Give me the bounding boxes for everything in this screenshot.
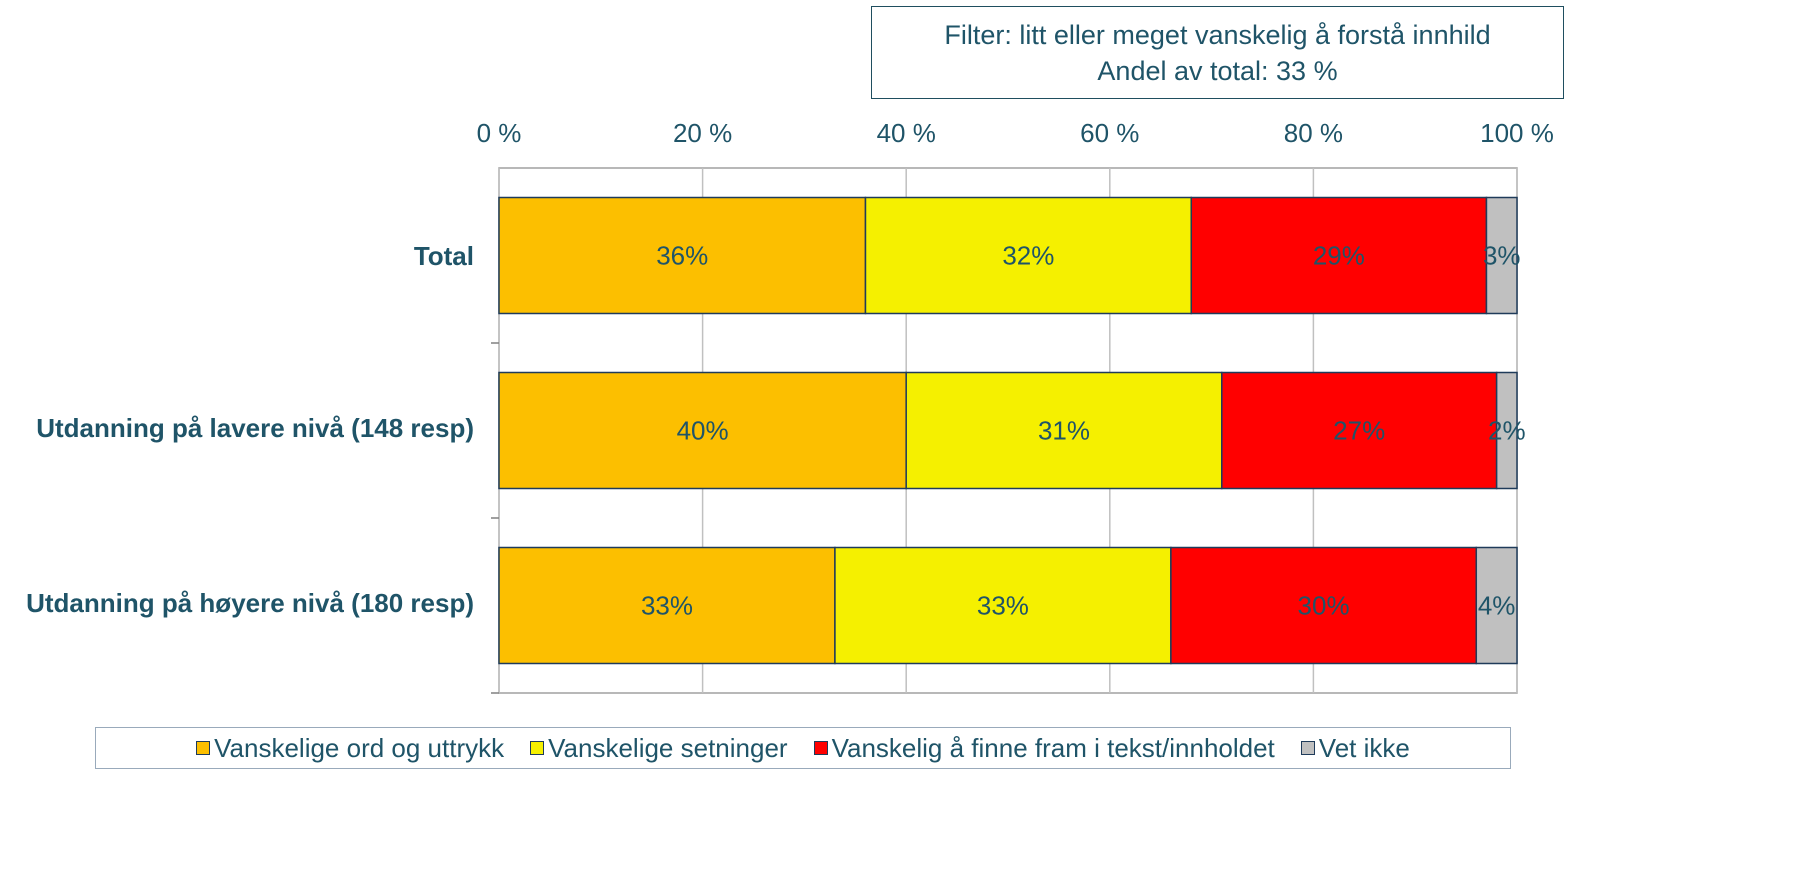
- legend-label: Vet ikke: [1318, 732, 1410, 763]
- bar-segment: [498, 196, 867, 315]
- data-label: 27%: [1333, 415, 1385, 445]
- bar-segment: [864, 196, 1192, 315]
- x-tick-label: 20 %: [673, 118, 732, 148]
- legend-swatch: [1300, 741, 1315, 755]
- bar-segment: [1495, 371, 1518, 490]
- bar-segment: [905, 371, 1223, 490]
- legend-swatch: [530, 741, 545, 755]
- data-label: 36%: [656, 240, 708, 270]
- legend: Vanskelige ord og uttrykk Vanskelige setn…: [95, 727, 1511, 769]
- legend-item: Vet ikke: [1300, 732, 1410, 764]
- bar-segment: [834, 546, 1172, 665]
- legend-item: Vanskelige ord og uttrykk: [196, 733, 504, 764]
- legend-swatch: [813, 741, 828, 755]
- legend-swatch: [196, 741, 211, 755]
- data-label: 40%: [677, 415, 729, 445]
- legend-label: Vanskelig å finne fram i tekst/innholdet: [831, 732, 1275, 763]
- bar-segment: [498, 546, 836, 665]
- bar-segment: [1170, 546, 1478, 665]
- y-tick-label: Utdanning på lavere nivå (148 resp): [36, 412, 474, 443]
- x-tick-label: 100 %: [1480, 118, 1554, 148]
- legend-label: Vanskelige ord og uttrykk: [214, 732, 505, 763]
- data-label: 3%: [1483, 240, 1521, 270]
- legend-item: Vanskelige setninger: [530, 732, 788, 764]
- y-tick-label: Utdanning på høyere nivå (180 resp): [26, 587, 474, 618]
- legend-item: Vanskelig å finne fram i tekst/innholdet: [813, 732, 1275, 764]
- data-label: 4%: [1478, 590, 1516, 620]
- bar-segment: [1475, 546, 1518, 665]
- x-tick-label: 0 %: [477, 118, 522, 148]
- data-label: 29%: [1313, 240, 1365, 270]
- bar-segment: [1190, 196, 1488, 315]
- data-label: 33%: [641, 590, 693, 620]
- y-tick-label: Total: [413, 240, 474, 271]
- annotation: Andel av total: 33 %: [1097, 56, 1338, 86]
- bar-segment: [1221, 371, 1498, 490]
- data-label: 31%: [1038, 415, 1090, 445]
- bar-segment: [498, 371, 907, 490]
- legend-label: Vanskelige setninger: [548, 732, 788, 763]
- data-label: 32%: [1002, 240, 1054, 270]
- data-label: 2%: [1488, 415, 1526, 445]
- x-tick-label: 60 %: [1080, 118, 1139, 148]
- annotation: Filter: litt eller meget vanskelig å for…: [944, 20, 1491, 50]
- filter-box: Filter: litt eller meget vanskelig å for…: [871, 6, 1564, 99]
- x-tick-label: 40 %: [877, 118, 936, 148]
- data-label: 30%: [1298, 590, 1350, 620]
- bar-segment: [1485, 196, 1518, 315]
- x-tick-label: 80 %: [1284, 118, 1343, 148]
- data-label: 33%: [977, 590, 1029, 620]
